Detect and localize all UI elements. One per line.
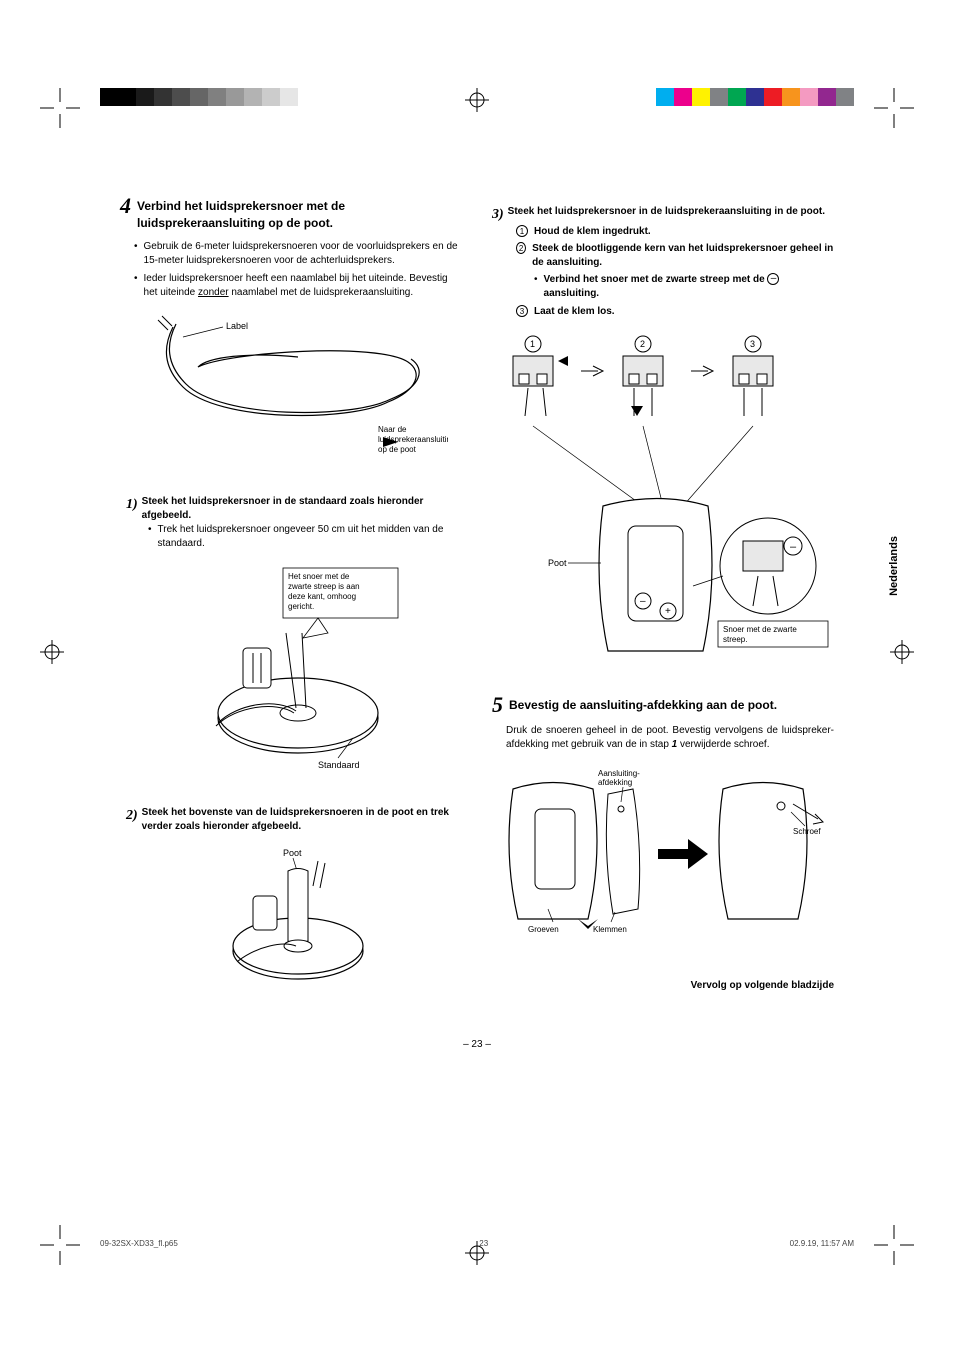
- crop-mark-icon: [40, 1225, 80, 1265]
- right-column: 3) Steek het luidsprekersnoer in de luid…: [492, 195, 834, 1019]
- continue-text: Vervolg op volgende bladzijde: [492, 979, 834, 993]
- crop-mark-icon: [40, 88, 80, 128]
- color-bar: [656, 88, 854, 106]
- crop-mark-icon: [874, 88, 914, 128]
- registration-icon: [40, 640, 64, 664]
- svg-text:Poot: Poot: [283, 848, 302, 858]
- substep-number: 3): [492, 205, 504, 225]
- bullet-text: Ieder luidsprekersnoer heeft een naamlab…: [134, 272, 462, 300]
- svg-text:–: –: [790, 541, 797, 553]
- svg-text:streep.: streep.: [723, 635, 747, 644]
- minus-icon: –: [767, 273, 779, 285]
- svg-text:2: 2: [640, 339, 645, 349]
- figure-base: Het snoer met de zwarte streep is aan de…: [134, 563, 462, 788]
- substep-title: Steek het bovenste van de luidsprekersno…: [142, 806, 462, 834]
- substep-number: 1): [126, 495, 138, 523]
- step-title: Bevestig de aansluiting-afdekking aan de…: [509, 694, 777, 714]
- svg-text:op de poot: op de poot: [378, 445, 417, 454]
- page-number: – 23 –: [120, 1039, 834, 1050]
- svg-text:Klemmen: Klemmen: [593, 925, 627, 934]
- svg-text:afdekking: afdekking: [598, 778, 632, 787]
- left-column: 4 Verbind het luidsprekersnoer met de lu…: [120, 195, 462, 1019]
- svg-text:deze kant, omhoog: deze kant, omhoog: [288, 592, 356, 601]
- figure-cable: Label Naar de luidsprekeraansluiting op …: [134, 312, 462, 477]
- footer-meta: 09-32SX-XD33_fl.p65 23 02.9.19, 11:57 AM: [100, 1239, 854, 1248]
- bullet-text: Trek het luidsprekersnoer ongeveer 50 cm…: [148, 523, 462, 551]
- svg-text:+: +: [665, 606, 671, 617]
- figure-cover: Aansluiting- afdekking Groeven Klemmen S…: [492, 764, 834, 939]
- bullet-text: Gebruik de 6-meter luidsprekersnoeren vo…: [134, 240, 462, 268]
- svg-text:Schroef: Schroef: [793, 827, 821, 836]
- language-tab: Nederlands: [888, 536, 900, 596]
- substep-title: Steek het luidsprekersnoer in de standaa…: [142, 495, 462, 523]
- figure-terminals: 1 2 3: [492, 331, 834, 676]
- registration-icon: [890, 640, 914, 664]
- svg-text:3: 3: [750, 339, 755, 349]
- fig-label: Naar de: [378, 425, 407, 434]
- step-number: 5: [492, 694, 503, 716]
- fig-label: Label: [226, 321, 248, 331]
- svg-text:zwarte streep is aan: zwarte streep is aan: [288, 582, 360, 591]
- figure-leg: Poot: [134, 846, 462, 1001]
- svg-text:gericht.: gericht.: [288, 602, 314, 611]
- substep-number: 2): [126, 806, 138, 834]
- svg-text:Aansluiting-: Aansluiting-: [598, 769, 640, 778]
- grayscale-bar: [100, 88, 298, 106]
- svg-text:Het snoer met de: Het snoer met de: [288, 572, 350, 581]
- svg-text:Poot: Poot: [548, 558, 567, 568]
- crop-mark-icon: [874, 1225, 914, 1265]
- registration-icon: [465, 88, 489, 112]
- step-title: Verbind het luidsprekersnoer met de luid…: [137, 195, 462, 232]
- step-body: Druk de snoeren geheel in de poot. Beves…: [506, 724, 834, 752]
- svg-text:Snoer met de zwarte: Snoer met de zwarte: [723, 625, 797, 634]
- svg-text:Groeven: Groeven: [528, 925, 559, 934]
- substep-title: Steek het luidsprekersnoer in de luidspr…: [508, 205, 825, 225]
- svg-text:Standaard: Standaard: [318, 760, 360, 770]
- svg-text:–: –: [640, 596, 646, 607]
- svg-text:luidsprekeraansluiting: luidsprekeraansluiting: [378, 435, 448, 444]
- svg-text:1: 1: [530, 339, 535, 349]
- step-number: 4: [120, 195, 131, 217]
